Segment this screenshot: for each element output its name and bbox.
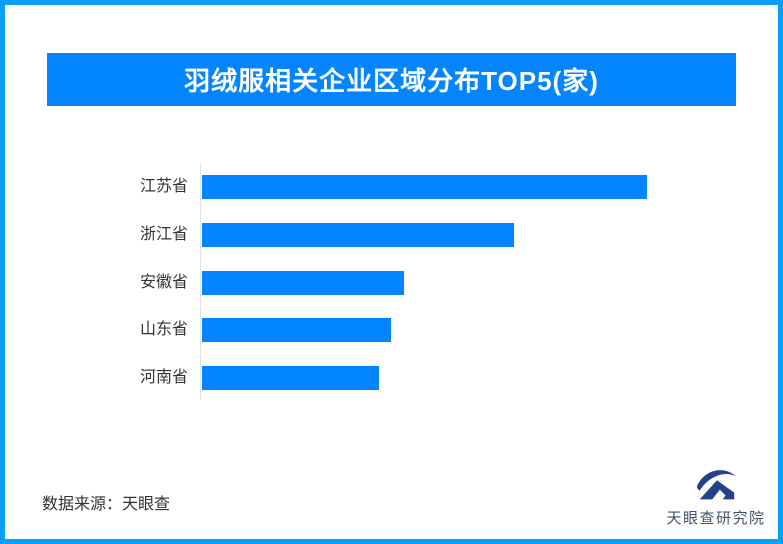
source-note: 数据来源：天眼查 bbox=[42, 496, 171, 513]
tianyancha-logo-icon bbox=[696, 470, 737, 500]
logo: 天眼查研究院 bbox=[656, 465, 776, 528]
bar bbox=[202, 175, 647, 199]
bar-chart: 江苏省浙江省安徽省山东省河南省 bbox=[5, 5, 778, 539]
category-label: 安徽省 bbox=[139, 274, 188, 291]
logo-text: 天眼查研究院 bbox=[666, 510, 766, 527]
title-banner: 羽绒服相关企业区域分布TOP5(家) bbox=[47, 53, 736, 106]
y-axis-line bbox=[200, 163, 201, 399]
bar bbox=[202, 271, 404, 295]
bar bbox=[202, 318, 391, 342]
page-title: 羽绒服相关企业区域分布TOP5(家) bbox=[184, 66, 599, 96]
category-label: 江苏省 bbox=[139, 178, 188, 195]
category-label: 山东省 bbox=[139, 321, 188, 338]
category-label: 河南省 bbox=[139, 369, 188, 386]
category-label: 浙江省 bbox=[139, 226, 188, 243]
bar bbox=[202, 366, 379, 390]
bar bbox=[202, 223, 514, 247]
